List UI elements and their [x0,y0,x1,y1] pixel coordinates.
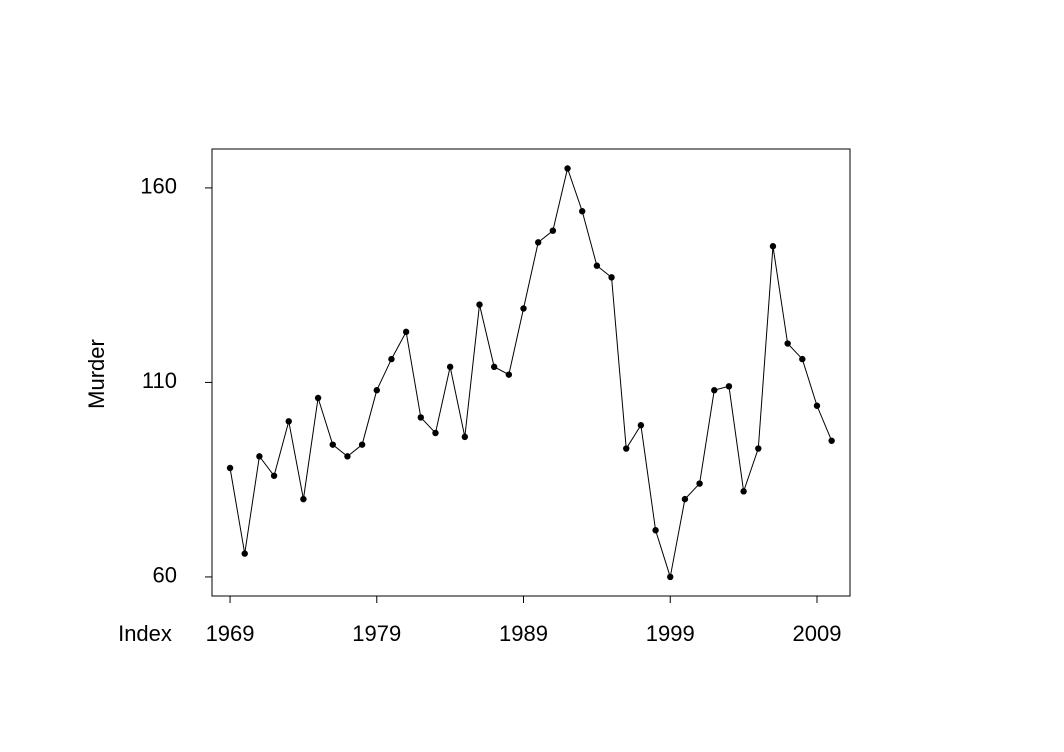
data-point [755,445,762,452]
y-tick-label: 110 [142,368,177,393]
data-point [784,340,791,347]
data-point [681,495,689,503]
x-tick-label: 1999 [646,621,695,646]
data-point [608,274,615,281]
data-point [534,239,542,246]
data-line [229,166,833,578]
data-point [549,227,557,234]
data-point [226,464,234,472]
data-point [637,422,645,429]
y-tick-label: 160 [140,174,177,199]
data-point [285,418,292,425]
data-point [520,305,527,312]
data-point [314,394,322,402]
data-point [711,387,718,394]
data-point [446,363,454,371]
data-point [652,527,659,534]
data-point [329,441,336,448]
y-tick-label: 60 [153,563,177,588]
data-point [828,437,835,444]
data-point [344,453,351,460]
data-point [417,414,425,421]
data-point [373,387,380,394]
data-point [667,573,674,581]
x-tick-label: 1989 [499,621,548,646]
x-axis-label: Index [118,621,172,646]
y-axis-label: Murder [84,339,109,409]
data-point [476,301,483,308]
data-point [579,208,586,215]
x-tick-label: 1969 [206,621,255,646]
data-point [388,355,395,363]
data-point [769,243,777,250]
data-point [740,488,747,495]
data-point [813,402,821,409]
data-point [256,453,263,460]
data-point [725,383,733,390]
data-point [432,429,439,437]
data-point [270,472,278,479]
data-point [300,495,307,503]
data-point [241,550,248,557]
data-point [593,262,601,269]
data-point [623,445,630,452]
data-point [696,480,703,487]
x-tick-label: 1979 [352,621,401,646]
data-point [564,165,571,172]
data-point [402,328,410,336]
data-point [461,433,469,441]
data-point [799,355,806,363]
data-point [505,371,513,378]
x-tick-label: 2009 [793,621,842,646]
plot-box [211,148,851,597]
data-point [490,363,498,371]
data-point [358,441,366,448]
